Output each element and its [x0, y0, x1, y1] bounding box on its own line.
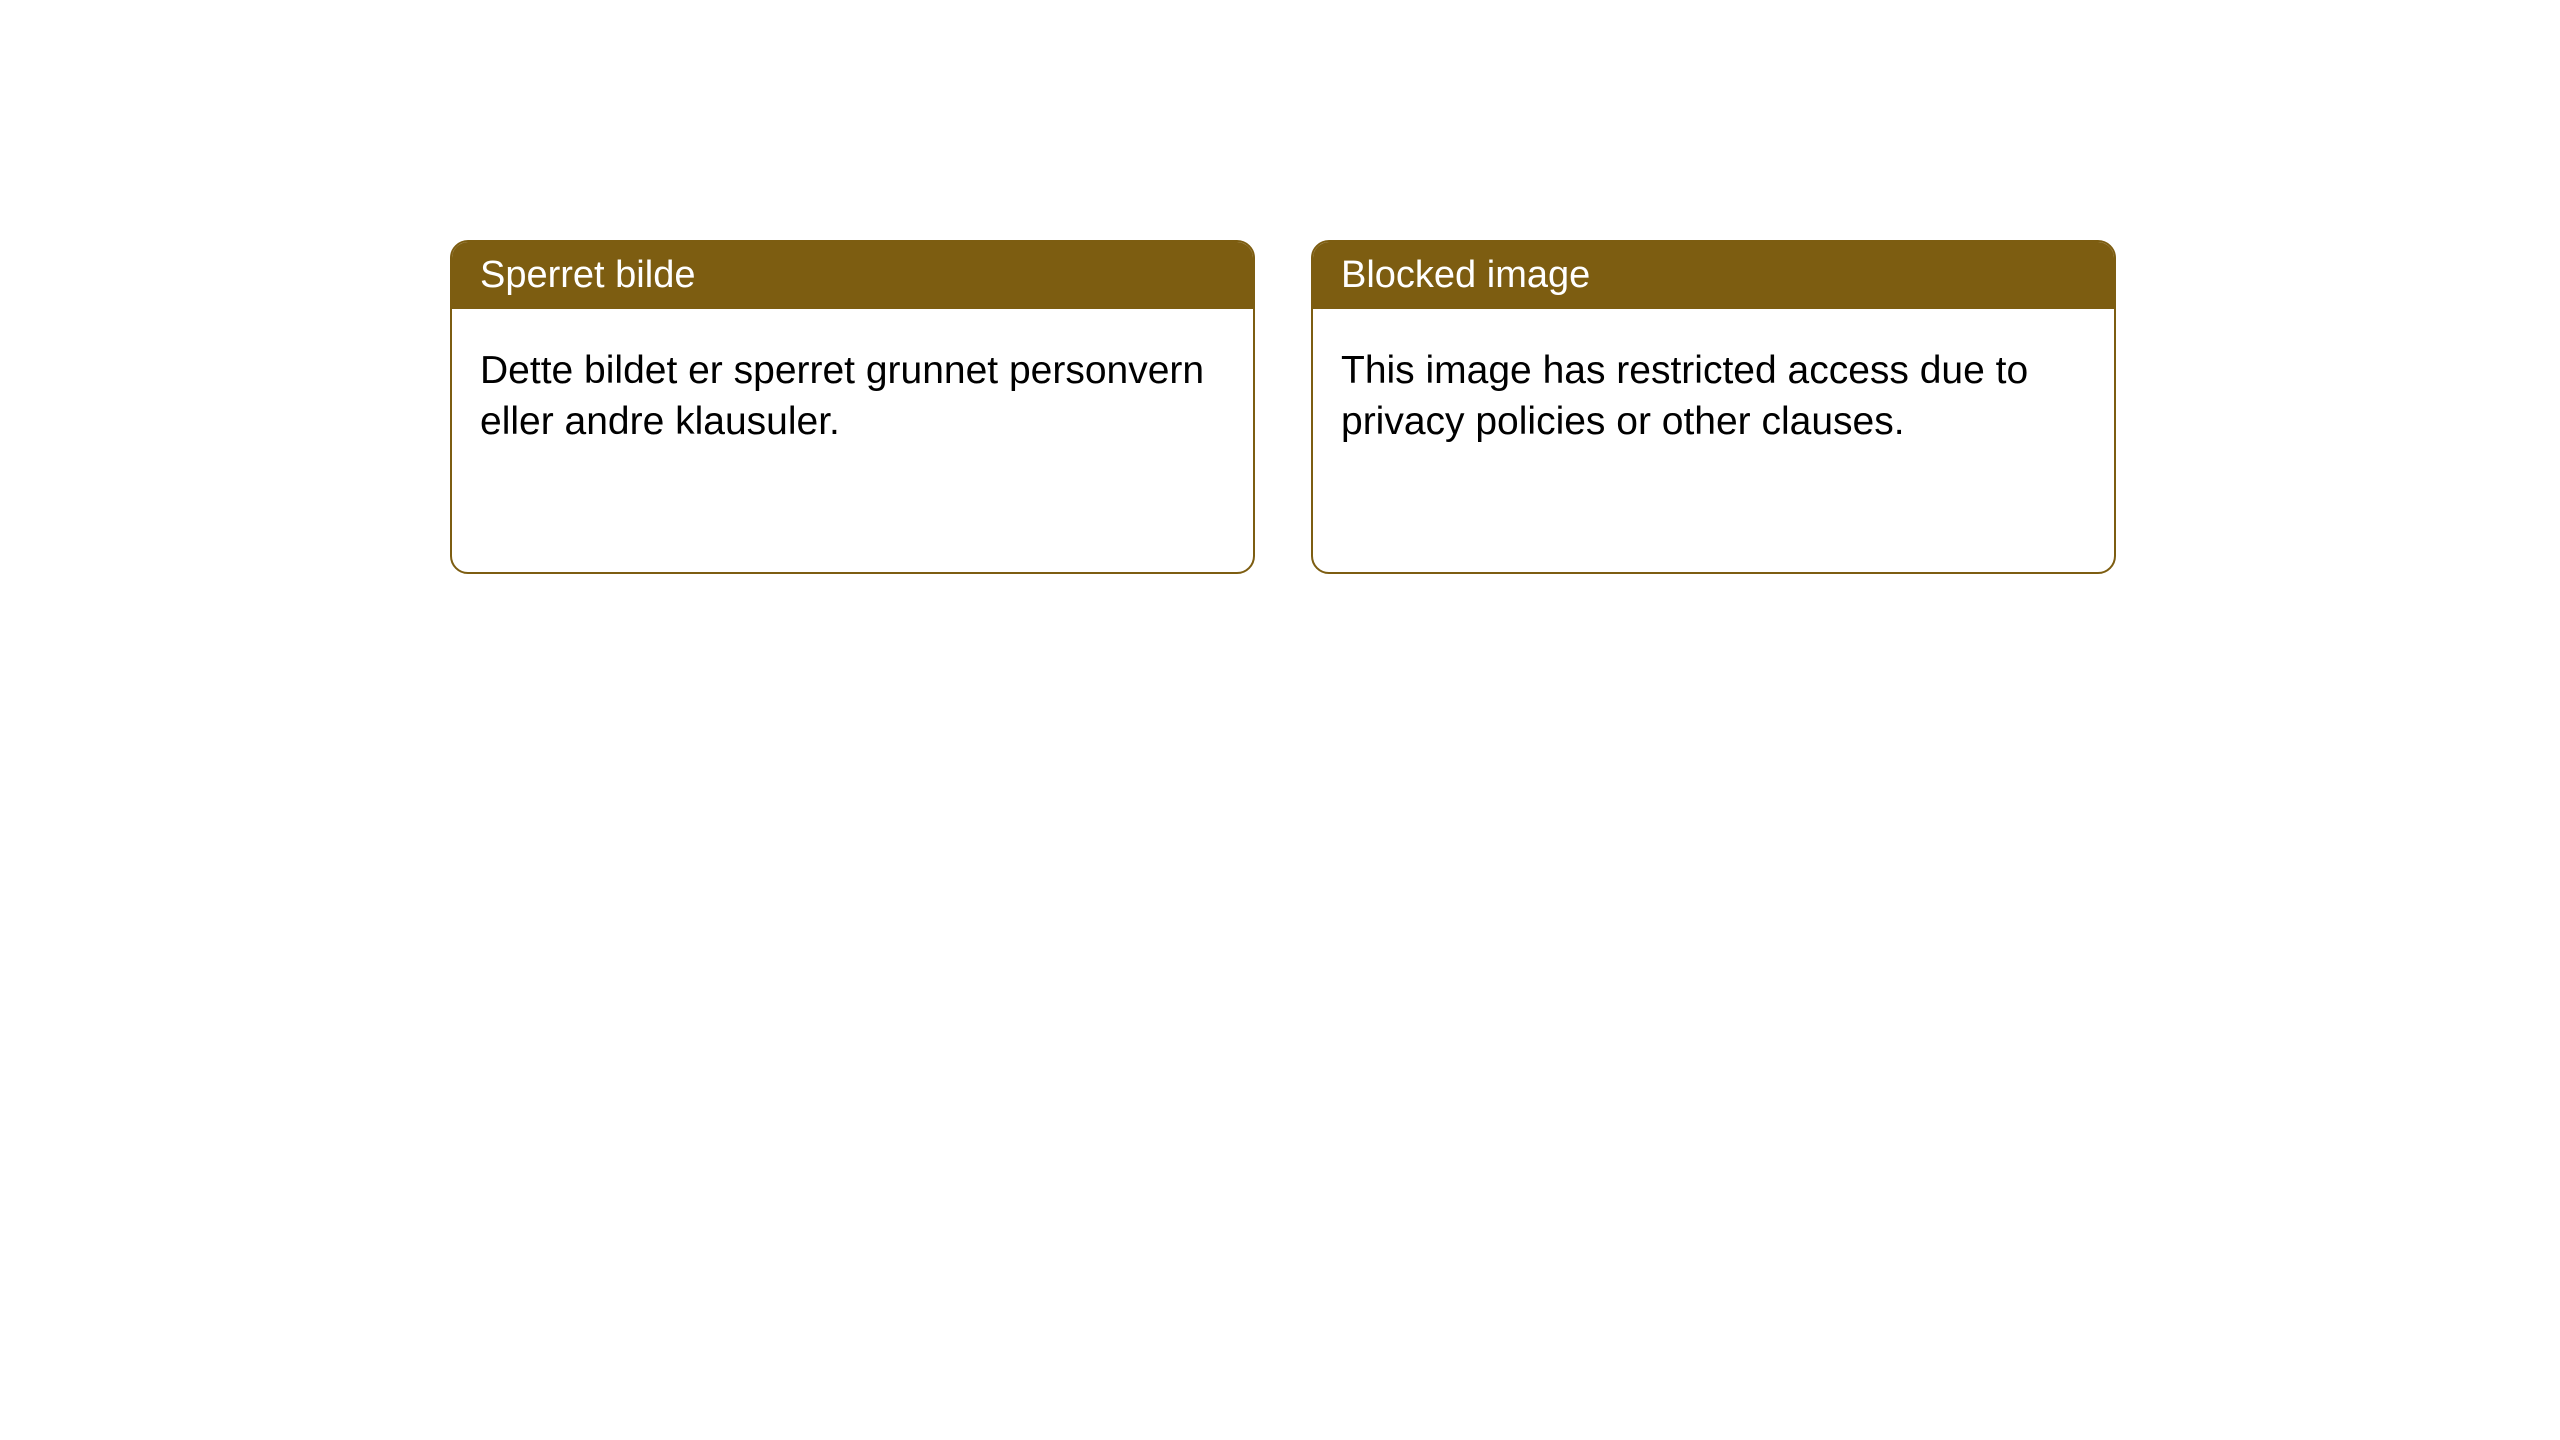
notice-header: Sperret bilde [452, 242, 1253, 309]
notice-box-norwegian: Sperret bilde Dette bildet er sperret gr… [450, 240, 1255, 574]
notice-body: This image has restricted access due to … [1313, 309, 2114, 484]
notice-header: Blocked image [1313, 242, 2114, 309]
notice-container: Sperret bilde Dette bildet er sperret gr… [0, 0, 2560, 574]
notice-body: Dette bildet er sperret grunnet personve… [452, 309, 1253, 484]
notice-box-english: Blocked image This image has restricted … [1311, 240, 2116, 574]
